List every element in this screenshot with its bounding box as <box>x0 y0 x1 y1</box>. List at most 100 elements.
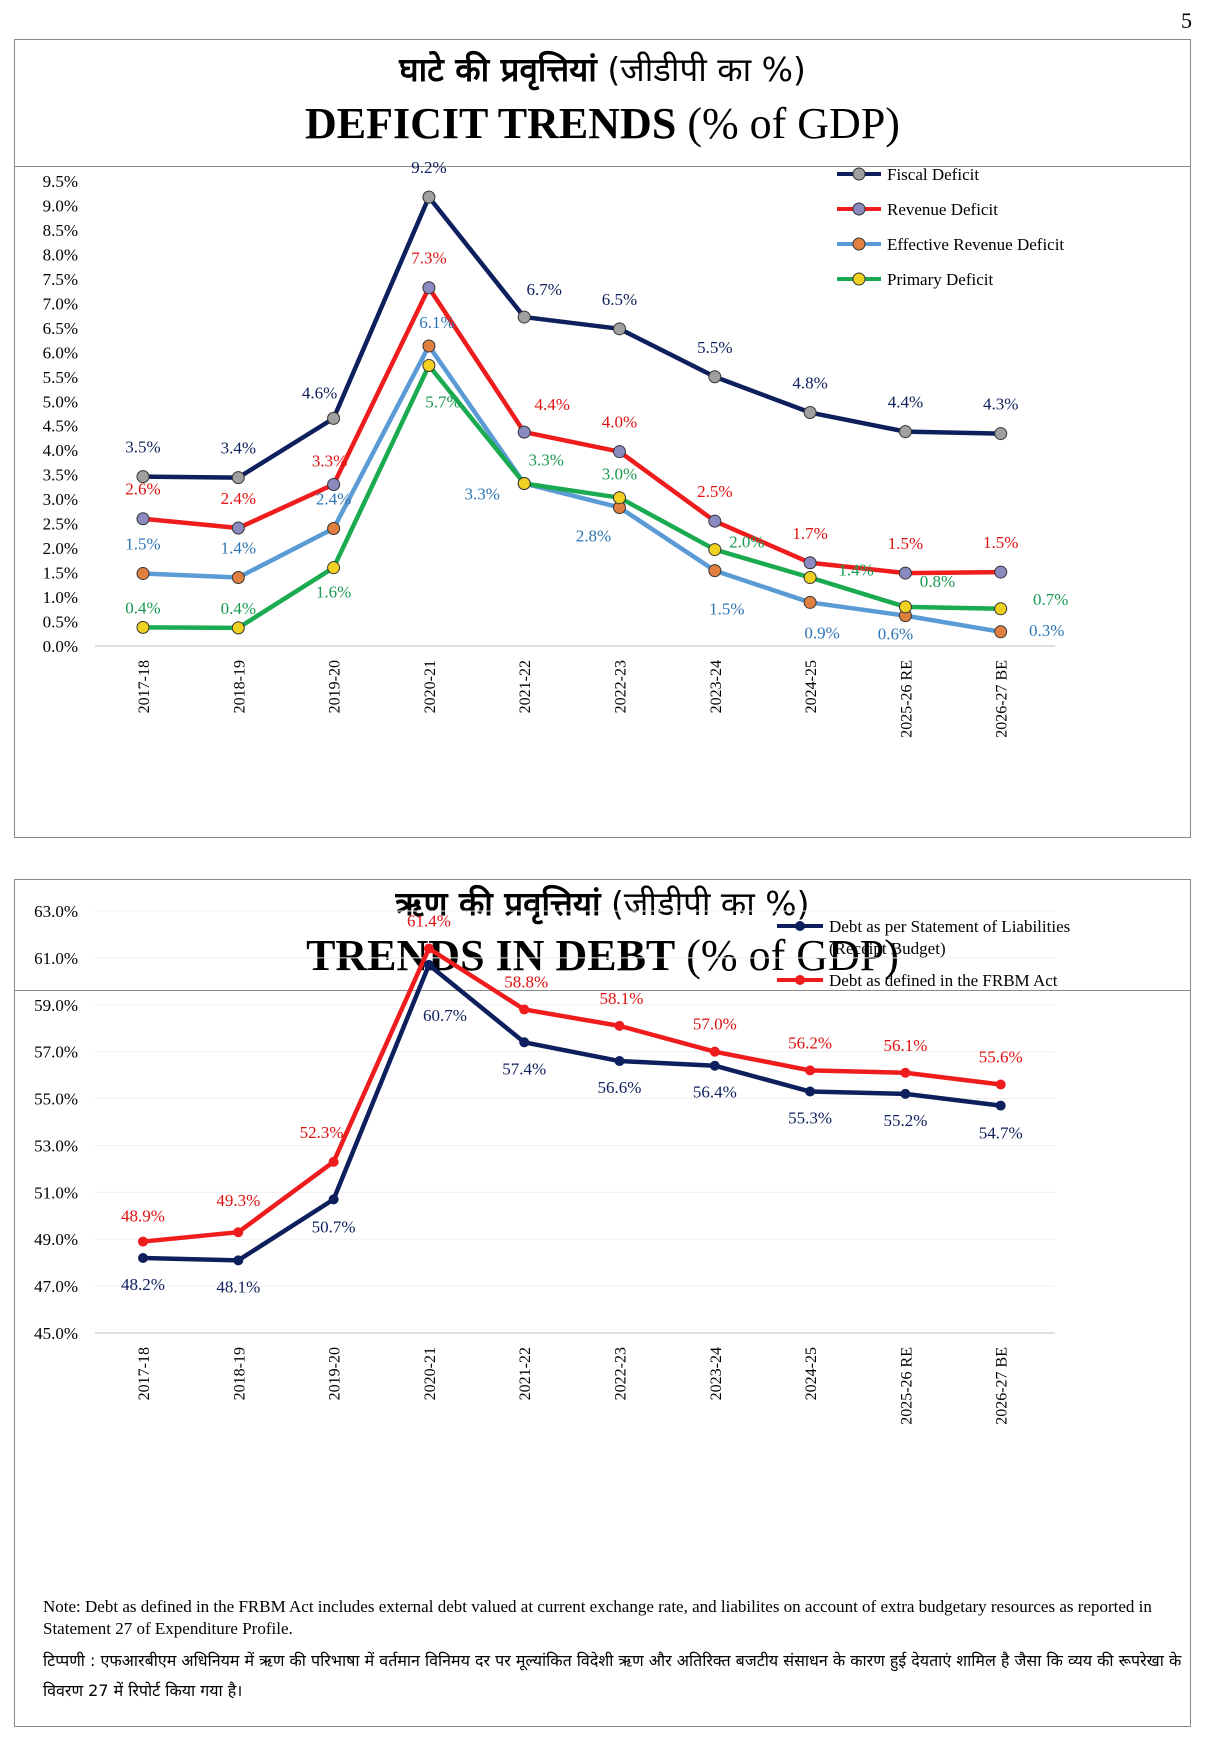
effective-revenue-deficit-point <box>231 570 245 584</box>
debt-as-defined-in-the-frbm-act-point <box>233 1227 244 1238</box>
debt-as-defined-in-the-frbm-act-point <box>519 1004 530 1015</box>
debt-as-per-statement-of-liabilities-receipt-budget-point <box>709 1060 720 1071</box>
legend-label: Primary Deficit <box>887 270 993 289</box>
debt-as-defined-in-the-frbm-act-point <box>328 1156 339 1167</box>
revenue-deficit-point <box>422 281 436 295</box>
debt-as-defined-in-the-frbm-act-point <box>614 1020 625 1031</box>
y-tick-label: 3.0% <box>43 490 78 509</box>
primary-deficit-data-label: 3.3% <box>528 450 563 469</box>
y-tick-label: 51.0% <box>34 1183 78 1202</box>
deficit-title-hindi-bold: घाटे की प्रवृत्तियां <box>399 50 597 89</box>
deficit-trends-panel: घाटे की प्रवृत्तियां (जीडीपी का %) DEFIC… <box>14 39 1191 838</box>
debt-as-per-statement-of-liabilities-receipt-budget-data-label: 54.7% <box>979 1124 1023 1143</box>
debt-as-per-statement-of-liabilities-receipt-budget-data-label: 60.7% <box>423 1006 467 1025</box>
effective-revenue-deficit-line <box>142 343 1002 635</box>
debt-as-defined-in-the-frbm-act-point <box>805 1065 816 1076</box>
effective-revenue-deficit-data-label: 2.8% <box>576 526 611 545</box>
note-english: Note: Debt as defined in the FRBM Act in… <box>43 1597 1152 1638</box>
fiscal-deficit-data-label: 4.6% <box>302 383 337 402</box>
fiscal-deficit-point <box>327 411 341 425</box>
deficit-title-hindi: घाटे की प्रवृत्तियां (जीडीपी का %) <box>15 50 1190 90</box>
y-tick-label: 8.0% <box>43 245 78 264</box>
revenue-deficit-data-label: 7.3% <box>411 249 446 268</box>
legend-marker <box>852 167 866 181</box>
y-tick-label: 1.5% <box>43 564 78 583</box>
effective-revenue-deficit-data-label: 0.9% <box>804 623 839 642</box>
primary-deficit-data-label: 1.6% <box>316 583 351 602</box>
revenue-deficit-data-label: 2.6% <box>125 480 160 499</box>
legend-marker <box>795 975 805 985</box>
y-tick-label: 9.0% <box>43 196 78 215</box>
debt-as-defined-in-the-frbm-act-data-label: 56.1% <box>883 1036 927 1055</box>
deficit-title-english-rest: (% of GDP) <box>687 99 900 148</box>
y-tick-label: 45.0% <box>34 1324 78 1343</box>
primary-deficit-point <box>898 600 912 614</box>
revenue-deficit-line <box>142 285 1001 576</box>
debt-as-per-statement-of-liabilities-receipt-budget-data-label: 50.7% <box>312 1217 356 1236</box>
y-tick-label: 47.0% <box>34 1277 78 1296</box>
y-tick-label: 6.0% <box>43 343 78 362</box>
debt-as-defined-in-the-frbm-act-data-label: 57.0% <box>693 1015 737 1034</box>
primary-deficit-point <box>136 620 150 634</box>
fiscal-deficit-data-label: 4.8% <box>792 374 827 393</box>
debt-as-defined-in-the-frbm-act-data-label: 58.1% <box>600 989 644 1008</box>
x-tick-label: 2024-25 <box>803 1347 820 1400</box>
effective-revenue-deficit-point <box>708 564 722 578</box>
legend-marker <box>852 202 866 216</box>
x-tick-label: 2018-19 <box>231 660 248 713</box>
debt-as-per-statement-of-liabilities-receipt-budget-point <box>995 1100 1006 1111</box>
debt-title-hindi-rest: (जीडीपी का %) <box>611 884 810 923</box>
effective-revenue-deficit-data-label: 1.5% <box>125 535 160 554</box>
fiscal-deficit-point <box>517 310 531 324</box>
note-hindi: टिप्पणी : एफआरबीएम अधिनियम में ऋण की परि… <box>43 1651 1182 1700</box>
fiscal-deficit-point <box>136 470 150 484</box>
debt-as-defined-in-the-frbm-act-point <box>709 1046 720 1057</box>
y-tick-label: 9.5% <box>43 172 78 191</box>
debt-title-english-bold: TRENDS IN DEBT <box>306 931 676 980</box>
revenue-deficit-point <box>898 566 912 580</box>
debt-as-defined-in-the-frbm-act-point <box>423 943 434 954</box>
y-tick-label: 49.0% <box>34 1230 78 1249</box>
legend-label: (Receipt Budget) <box>829 939 946 958</box>
debt-as-per-statement-of-liabilities-receipt-budget-data-label: 48.1% <box>216 1277 260 1296</box>
legend-marker <box>852 272 866 286</box>
legend-label: Effective Revenue Deficit <box>887 235 1064 254</box>
debt-title-box: ऋण की प्रवृत्तियां (जीडीपी का %) TRENDS … <box>15 880 1190 991</box>
primary-deficit-data-label: 1.4% <box>838 560 873 579</box>
fiscal-deficit-data-label: 4.3% <box>983 395 1018 414</box>
fiscal-deficit-data-label: 6.5% <box>602 290 637 309</box>
primary-deficit-data-label: 0.4% <box>125 598 160 617</box>
debt-as-defined-in-the-frbm-act-data-label: 55.6% <box>979 1047 1023 1066</box>
fiscal-deficit-data-label: 4.4% <box>888 393 923 412</box>
debt-trends-panel: ऋण की प्रवृत्तियां (जीडीपी का %) TRENDS … <box>14 879 1191 1727</box>
legend-label: Fiscal Deficit <box>887 165 979 184</box>
debt-as-defined-in-the-frbm-act-data-label: 52.3% <box>300 1123 344 1142</box>
fiscal-deficit-data-label: 5.5% <box>697 338 732 357</box>
effective-revenue-deficit-point <box>994 625 1008 639</box>
revenue-deficit-point <box>708 514 722 528</box>
debt-as-per-statement-of-liabilities-receipt-budget-point <box>614 1056 625 1067</box>
revenue-deficit-point <box>136 512 150 526</box>
fiscal-deficit-data-label: 9.2% <box>411 158 446 177</box>
primary-deficit-point <box>327 561 341 575</box>
primary-deficit-point <box>803 570 817 584</box>
x-tick-label: 2026-27 BE <box>994 660 1011 738</box>
y-tick-label: 61.0% <box>34 949 78 968</box>
x-tick-label: 2025-26 RE <box>898 660 915 738</box>
debt-title-english-rest: (% of GDP) <box>686 931 899 980</box>
primary-deficit-point <box>613 491 626 505</box>
fiscal-deficit-data-label: 3.5% <box>125 438 160 457</box>
y-tick-label: 2.5% <box>43 515 78 534</box>
revenue-deficit-data-label: 4.0% <box>602 413 637 432</box>
revenue-deficit-data-label: 1.5% <box>983 533 1018 552</box>
x-tick-label: 2023-24 <box>708 660 725 713</box>
fiscal-deficit-point <box>613 322 626 336</box>
revenue-deficit-data-label: 4.4% <box>534 395 569 414</box>
x-tick-label: 2022-23 <box>613 1347 630 1400</box>
legend-label: Revenue Deficit <box>887 200 998 219</box>
primary-deficit-data-label: 0.8% <box>920 572 955 591</box>
effective-revenue-deficit-data-label: 2.4% <box>316 490 351 509</box>
x-tick-label: 2020-21 <box>422 1347 439 1400</box>
debt-title-english: TRENDS IN DEBT (% of GDP) <box>15 930 1190 982</box>
deficit-title-hindi-rest: (जीडीपी का %) <box>607 50 806 89</box>
